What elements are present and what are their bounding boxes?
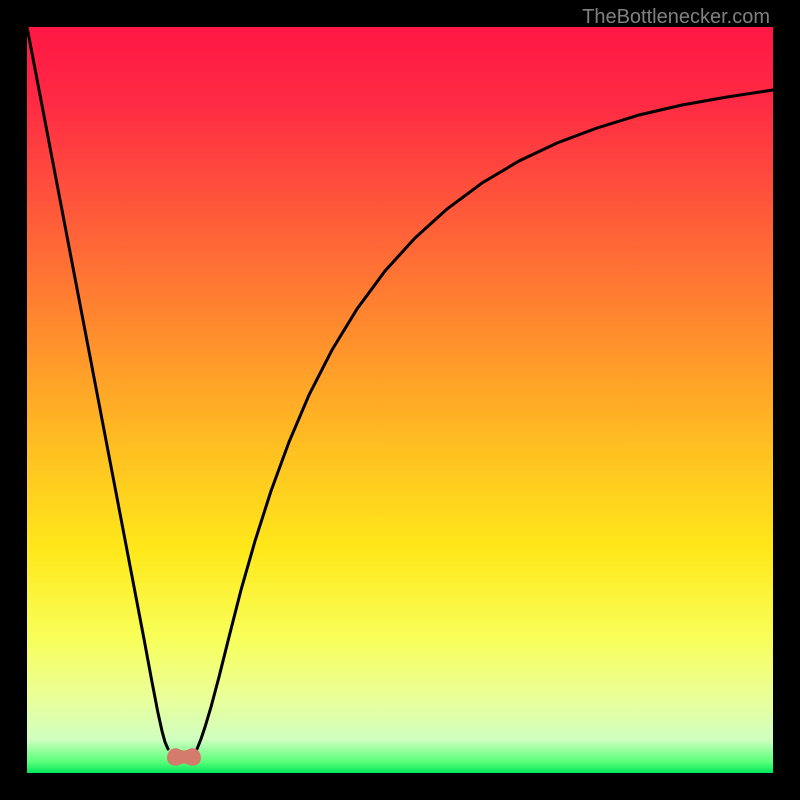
- curve-left-segment: [27, 27, 168, 749]
- watermark-text: TheBottlenecker.com: [582, 6, 770, 29]
- optimal-point-marker: [167, 748, 201, 766]
- plot-area: [27, 27, 773, 773]
- curve-right-segment: [197, 90, 773, 749]
- chart-container: { "watermark": "TheBottlenecker.com", "c…: [0, 0, 800, 800]
- bottleneck-curve: [27, 27, 773, 773]
